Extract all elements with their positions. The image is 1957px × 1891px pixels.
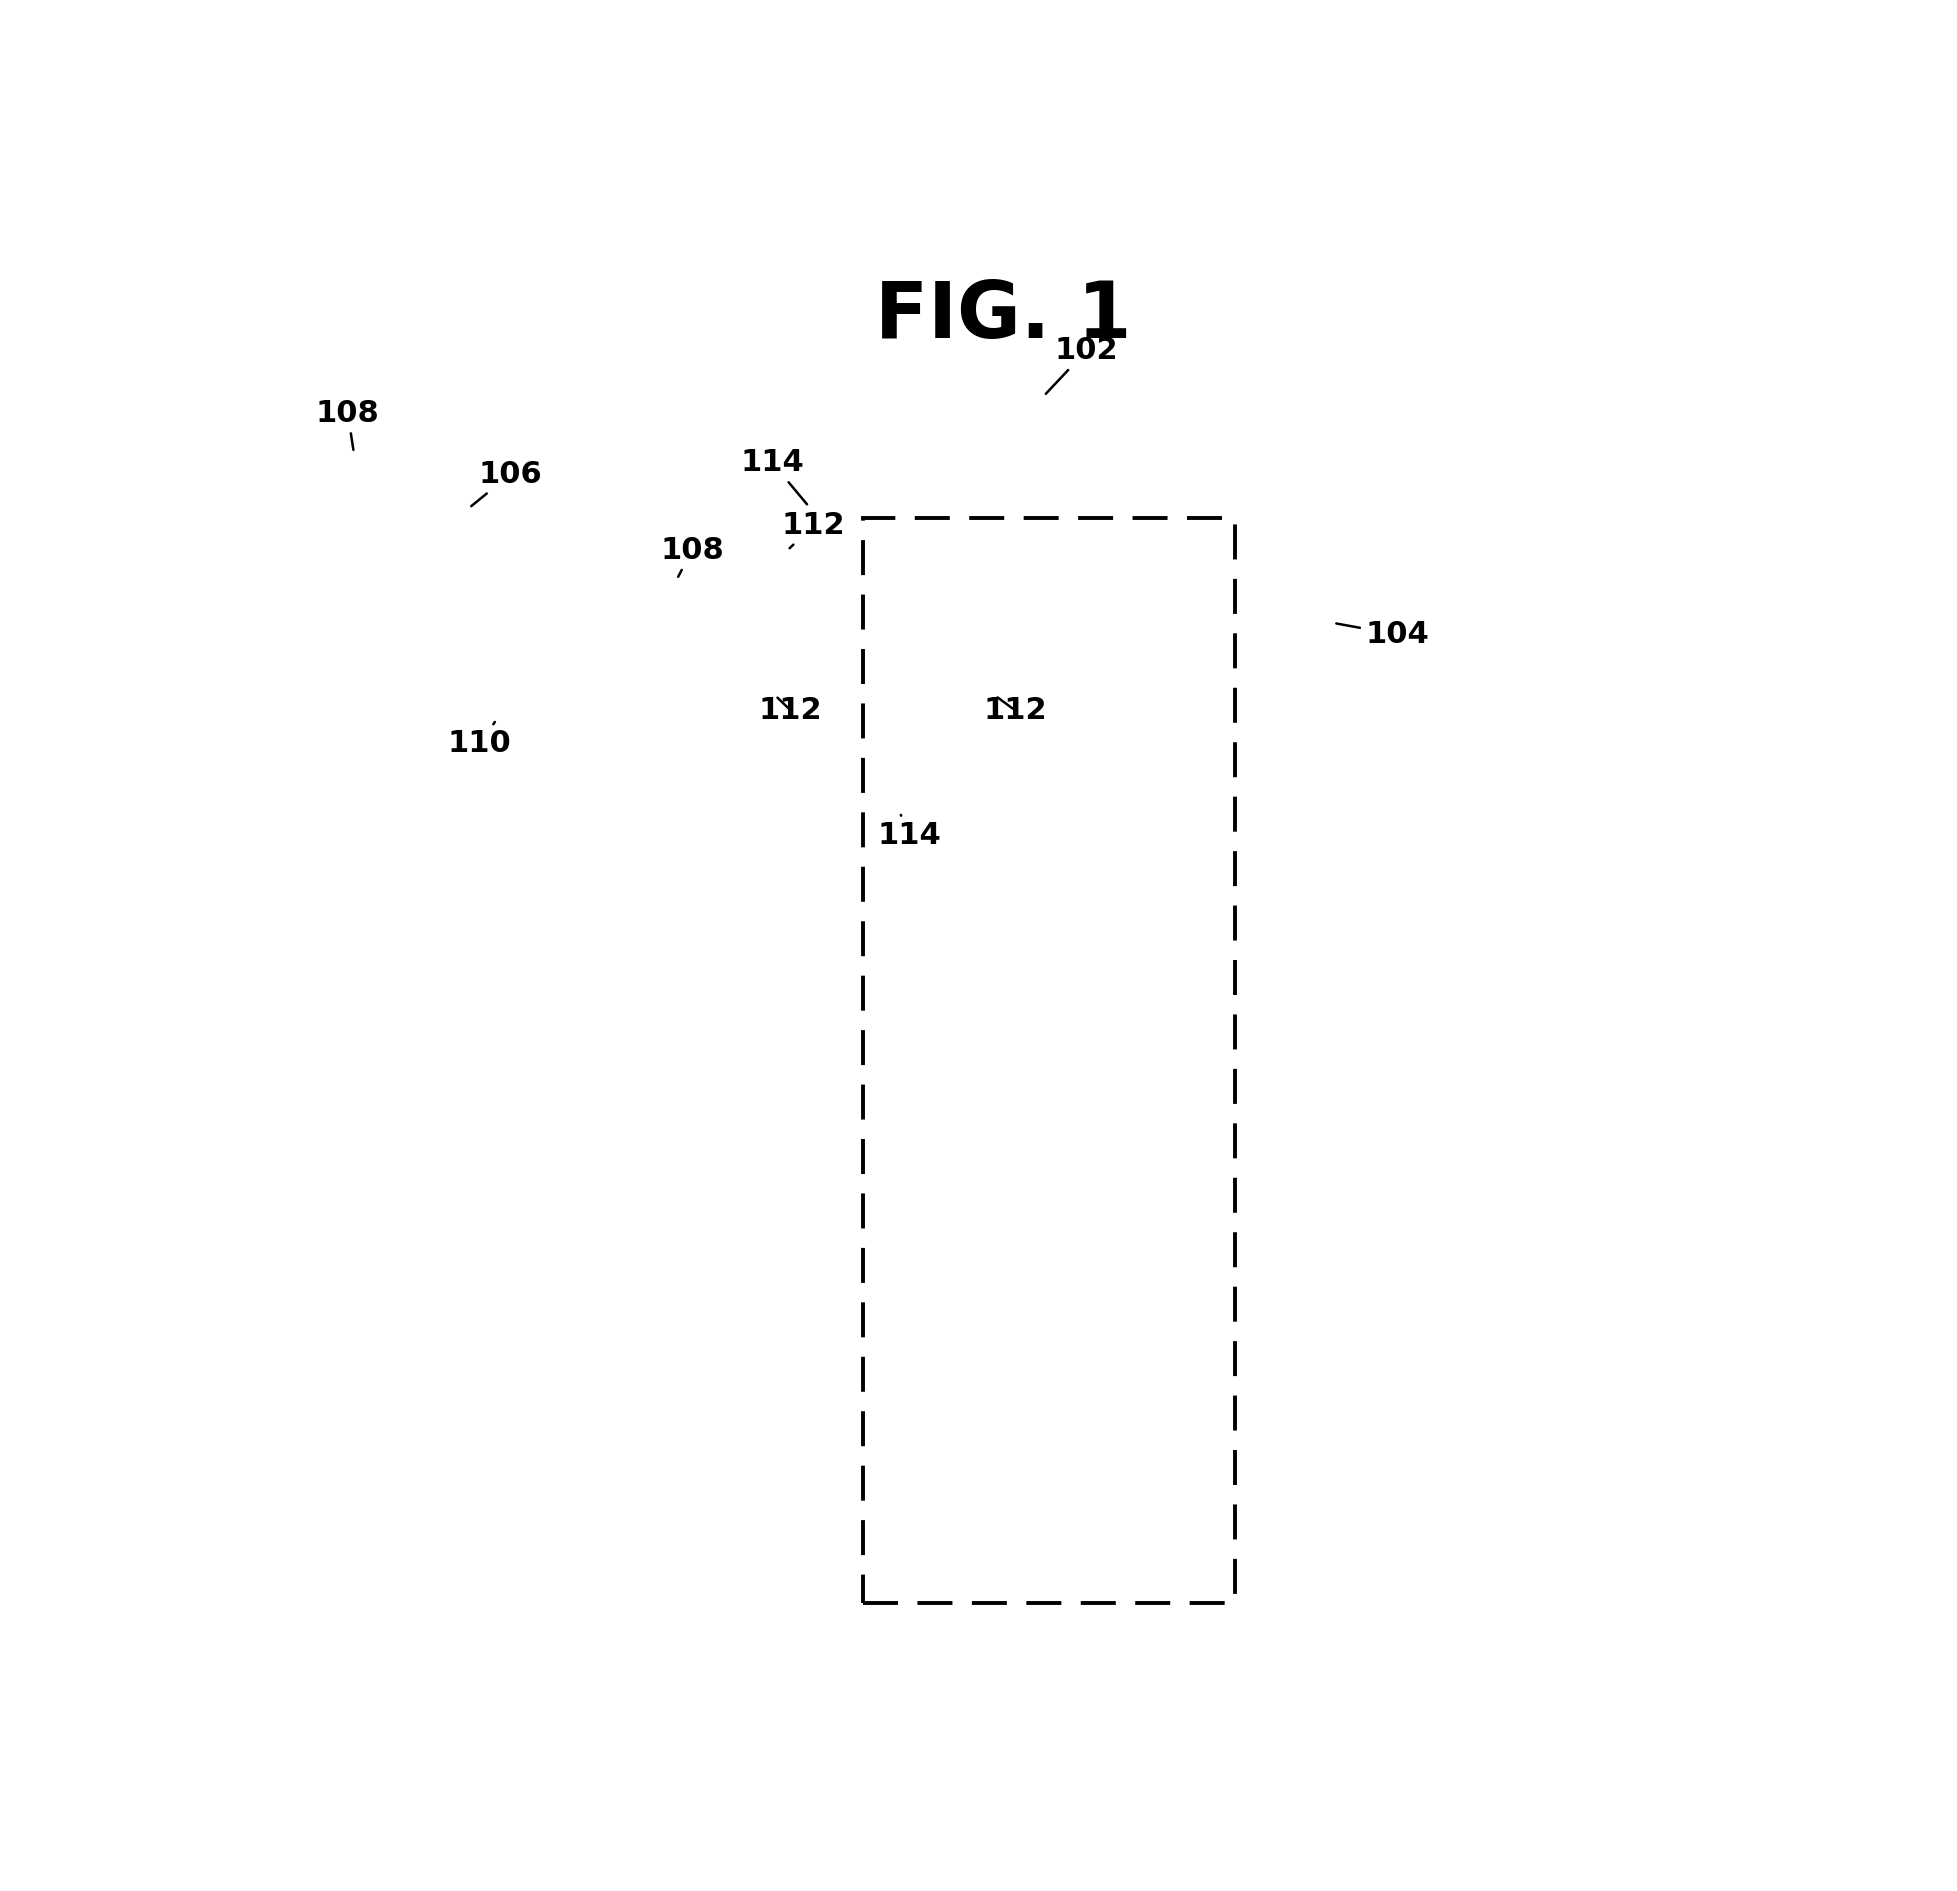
Text: 106: 106	[472, 460, 542, 507]
Text: 108: 108	[315, 399, 380, 450]
Text: 114: 114	[877, 815, 941, 851]
Text: 114: 114	[740, 448, 806, 505]
Text: 108: 108	[660, 535, 724, 577]
Text: 112: 112	[982, 696, 1047, 724]
Text: 110: 110	[448, 722, 511, 758]
Text: 104: 104	[1337, 620, 1429, 649]
Text: 102: 102	[1045, 337, 1117, 393]
Bar	[863, 518, 1235, 1604]
Text: 112: 112	[781, 511, 845, 548]
Text: 112: 112	[759, 696, 822, 724]
Text: FIG. 1: FIG. 1	[875, 278, 1131, 354]
